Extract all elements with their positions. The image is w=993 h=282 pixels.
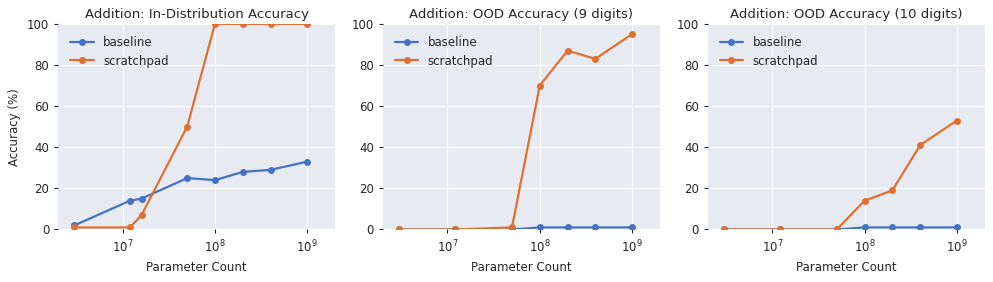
Line: baseline: baseline [396,225,635,232]
baseline [887,226,899,229]
scratchpad [236,22,248,26]
scratchpad [590,57,602,61]
scratchpad [915,144,926,147]
Title: Addition: OOD Accuracy (9 digits): Addition: OOD Accuracy (9 digits) [409,8,634,21]
scratchpad [887,189,899,192]
scratchpad [831,228,843,231]
scratchpad [393,228,405,231]
Title: Addition: In-Distribution Accuracy: Addition: In-Distribution Accuracy [84,8,309,21]
baseline [264,168,276,171]
baseline [182,177,194,180]
scratchpad [774,228,785,231]
Line: baseline: baseline [71,159,310,228]
Legend: baseline, scratchpad: baseline, scratchpad [65,30,175,74]
Title: Addition: OOD Accuracy (10 digits): Addition: OOD Accuracy (10 digits) [730,8,962,21]
Line: scratchpad: scratchpad [71,21,310,230]
scratchpad [859,199,871,202]
baseline [209,179,220,182]
scratchpad [627,32,638,36]
scratchpad [124,226,136,229]
baseline [449,228,461,231]
X-axis label: Parameter Count: Parameter Count [796,261,897,274]
baseline [951,226,963,229]
baseline [393,228,405,231]
X-axis label: Parameter Count: Parameter Count [471,261,572,274]
baseline [831,228,843,231]
scratchpad [562,49,574,52]
baseline [506,228,518,231]
Legend: baseline, scratchpad: baseline, scratchpad [389,30,499,74]
scratchpad [534,84,546,87]
Legend: baseline, scratchpad: baseline, scratchpad [714,30,824,74]
scratchpad [449,228,461,231]
scratchpad [301,22,313,26]
scratchpad [209,22,220,26]
baseline [562,226,574,229]
scratchpad [136,213,148,217]
scratchpad [69,226,80,229]
baseline [718,228,730,231]
Y-axis label: Accuracy (%): Accuracy (%) [8,88,21,166]
baseline [627,226,638,229]
baseline [236,170,248,174]
scratchpad [506,226,518,229]
baseline [590,226,602,229]
scratchpad [718,228,730,231]
scratchpad [951,119,963,122]
scratchpad [182,125,194,128]
baseline [69,224,80,227]
X-axis label: Parameter Count: Parameter Count [146,261,247,274]
baseline [915,226,926,229]
baseline [859,226,871,229]
baseline [774,228,785,231]
baseline [136,197,148,200]
Line: scratchpad: scratchpad [721,118,959,232]
baseline [301,160,313,163]
baseline [534,226,546,229]
Line: baseline: baseline [721,225,959,232]
Line: scratchpad: scratchpad [396,31,635,232]
scratchpad [264,22,276,26]
baseline [124,199,136,202]
